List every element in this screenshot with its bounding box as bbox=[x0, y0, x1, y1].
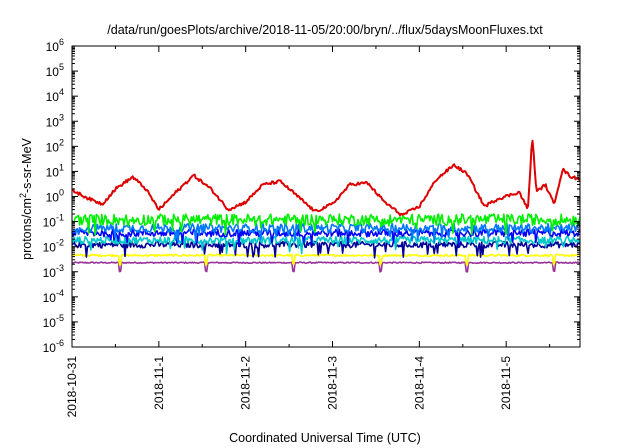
x-tick-label: 2018-11-1 bbox=[152, 356, 166, 410]
y-tick-label: 100 bbox=[46, 188, 64, 205]
series-line bbox=[71, 253, 581, 266]
series-layer bbox=[71, 139, 581, 273]
x-tick-label: 2018-11-3 bbox=[326, 356, 340, 410]
x-tick-label: 2018-11-5 bbox=[499, 356, 513, 410]
axes-layer: 106 105 104 103 102 101 100 10-1 10-2 10-3 10-4 10-… bbox=[43, 37, 581, 418]
y-tick-label: 10-3 bbox=[43, 263, 64, 280]
y-tick-label: 105 bbox=[46, 62, 64, 79]
x-tick-label: 2018-10-31 bbox=[65, 356, 79, 418]
y-tick-label: 102 bbox=[46, 137, 64, 154]
series-line bbox=[71, 213, 581, 236]
y-tick-label: 10-6 bbox=[43, 338, 64, 355]
y-tick-label: 101 bbox=[46, 162, 64, 179]
series-line bbox=[71, 222, 581, 243]
y-tick-label: 10-4 bbox=[43, 288, 64, 305]
y-tick-label: 10-2 bbox=[43, 238, 64, 255]
x-tick-label: 2018-11-4 bbox=[412, 356, 426, 410]
x-axis-label: Coordinated Universal Time (UTC) bbox=[229, 431, 421, 445]
y-tick-label: 104 bbox=[46, 87, 64, 104]
y-tick-label: 103 bbox=[46, 112, 64, 129]
y-tick-label: 10-1 bbox=[43, 213, 64, 230]
chart-title: /data/run/goesPlots/archive/2018-11-05/2… bbox=[107, 23, 543, 37]
series-line bbox=[71, 139, 581, 217]
x-tick-label: 2018-11-2 bbox=[239, 356, 253, 410]
y-tick-label: 10-5 bbox=[43, 313, 64, 330]
series-line bbox=[71, 261, 581, 273]
series-line bbox=[71, 235, 581, 255]
series-line bbox=[71, 228, 581, 248]
y-axis-label: protons/cm2-s-sr-MeV bbox=[18, 137, 34, 259]
y-tick-label: 106 bbox=[46, 37, 64, 54]
